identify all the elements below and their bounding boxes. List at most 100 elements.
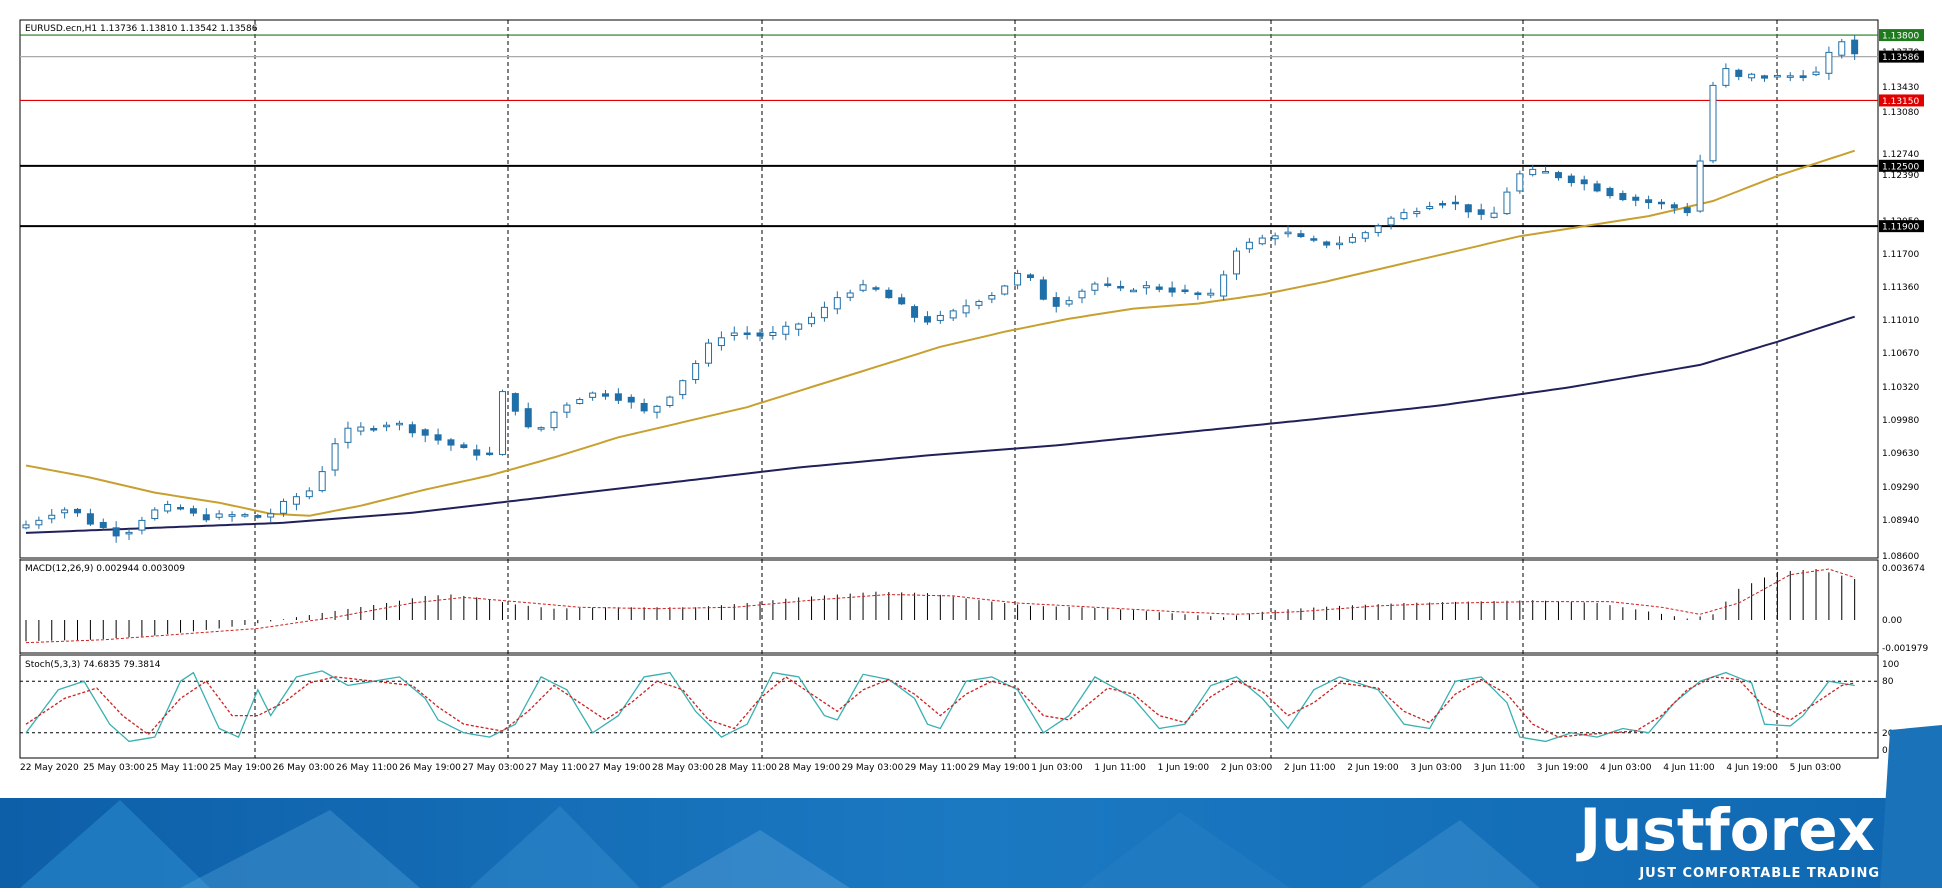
candle-body xyxy=(1683,207,1691,214)
candle-body xyxy=(705,342,713,364)
candle-body xyxy=(35,519,43,526)
time-tick-label: 28 May 03:00 xyxy=(652,763,714,773)
candle-body xyxy=(1129,289,1137,293)
candle-body xyxy=(228,514,236,517)
candle-body xyxy=(962,305,970,314)
candle-body xyxy=(486,452,494,456)
time-tick-label: 2 Jun 11:00 xyxy=(1284,763,1336,773)
time-tick-label: 28 May 19:00 xyxy=(778,763,840,773)
candle-body xyxy=(344,427,352,443)
candle-body xyxy=(988,295,996,300)
candle-body xyxy=(1039,279,1047,300)
candle-body xyxy=(898,297,906,305)
candle-body xyxy=(1142,285,1150,289)
candle-body xyxy=(241,514,249,517)
time-tick-label: 1 Jun 11:00 xyxy=(1094,763,1146,773)
candle-body xyxy=(292,496,300,505)
time-tick-label: 25 May 11:00 xyxy=(146,763,208,773)
candle-body xyxy=(859,284,867,291)
candle-body xyxy=(1336,242,1344,246)
candle-body xyxy=(1670,204,1678,209)
candle-body xyxy=(1078,290,1086,299)
moving-average-slow xyxy=(25,315,1855,534)
symbol-info: EURUSD.ecn,H1 1.13736 1.13810 1.13542 1.… xyxy=(25,24,258,34)
price-tick-label: 1.09290 xyxy=(1882,483,1919,493)
candle-body xyxy=(1542,171,1550,174)
candle-body xyxy=(1348,237,1356,243)
macd-panel[interactable] xyxy=(19,559,1879,654)
time-tick-label: 29 May 11:00 xyxy=(905,763,967,773)
candle-body xyxy=(1799,75,1807,79)
time-tick-label: 4 Jun 03:00 xyxy=(1600,763,1652,773)
time-tick-label: 5 Jun 03:00 xyxy=(1790,763,1842,773)
price-tick-label: 1.08600 xyxy=(1882,552,1919,562)
candle-body xyxy=(1439,203,1447,206)
candle-body xyxy=(460,444,468,449)
candle-body xyxy=(576,399,584,404)
candle-body xyxy=(447,439,455,446)
candle-body xyxy=(1258,237,1266,245)
candle-body xyxy=(1001,285,1009,295)
candle-body xyxy=(1825,51,1833,74)
candle-body xyxy=(280,500,288,514)
candle-body xyxy=(846,292,854,298)
candle-body xyxy=(1516,173,1524,192)
price-tick-label: 1.12390 xyxy=(1882,171,1919,181)
stoch-signal-line xyxy=(25,676,1855,738)
candle-body xyxy=(22,524,30,529)
candle-body xyxy=(112,527,120,537)
time-tick-label: 25 May 19:00 xyxy=(210,763,272,773)
stoch-tick-label: 20 xyxy=(1882,729,1894,739)
candle-body xyxy=(357,426,365,432)
time-tick-label: 3 Jun 19:00 xyxy=(1537,763,1589,773)
macd-signal-line xyxy=(25,568,1855,644)
price-tick-label: 1.10320 xyxy=(1882,383,1919,393)
candle-body xyxy=(1580,179,1588,185)
candle-body xyxy=(743,332,751,335)
candle-body xyxy=(1632,196,1640,201)
level-price-text: 1.13800 xyxy=(1882,32,1919,42)
time-tick-label: 29 May 19:00 xyxy=(968,763,1030,773)
level-price-text: 1.13150 xyxy=(1882,97,1919,107)
price-tick-label: 1.12740 xyxy=(1882,150,1919,160)
candle-body xyxy=(537,427,545,430)
candle-body xyxy=(1645,199,1653,204)
candle-body xyxy=(1361,232,1369,239)
candle-body xyxy=(1297,233,1305,238)
candle-body xyxy=(808,316,816,325)
price-tick-label: 1.11700 xyxy=(1882,250,1919,260)
candle-body xyxy=(202,514,210,521)
candle-body xyxy=(1735,69,1743,77)
candle-body xyxy=(1284,231,1292,235)
price-tick-label: 1.09980 xyxy=(1882,416,1919,426)
level-price-tag xyxy=(1879,50,1924,63)
candle-body xyxy=(1593,183,1601,192)
candle-body xyxy=(1709,84,1717,162)
candle-body xyxy=(331,443,339,471)
time-tick-label: 25 May 03:00 xyxy=(83,763,145,773)
candle-body xyxy=(1413,211,1421,215)
stoch-tick-label: 0 xyxy=(1882,746,1888,756)
candle-body xyxy=(769,332,777,337)
candle-body xyxy=(550,411,558,429)
price-tick-label: 1.09630 xyxy=(1882,449,1919,459)
candle-body xyxy=(1619,192,1627,201)
moving-average-fast xyxy=(25,149,1856,517)
level-price-text: 1.11900 xyxy=(1882,223,1919,233)
candle-body xyxy=(370,428,378,431)
time-tick-label: 3 Jun 03:00 xyxy=(1410,763,1462,773)
candle-body xyxy=(1812,71,1820,76)
candle-body xyxy=(318,471,326,492)
candle-body xyxy=(1104,283,1112,286)
candle-body xyxy=(679,380,687,396)
price-tick-label: 1.11360 xyxy=(1882,283,1919,293)
candle-body xyxy=(498,391,506,455)
time-tick-label: 1 Jun 03:00 xyxy=(1031,763,1083,773)
candle-body xyxy=(1310,238,1318,241)
candle-body xyxy=(730,332,738,337)
macd-tick-label: -0.001979 xyxy=(1882,644,1928,654)
candle-body xyxy=(1529,168,1537,176)
candle-body xyxy=(1052,297,1060,307)
candle-body xyxy=(936,314,944,321)
